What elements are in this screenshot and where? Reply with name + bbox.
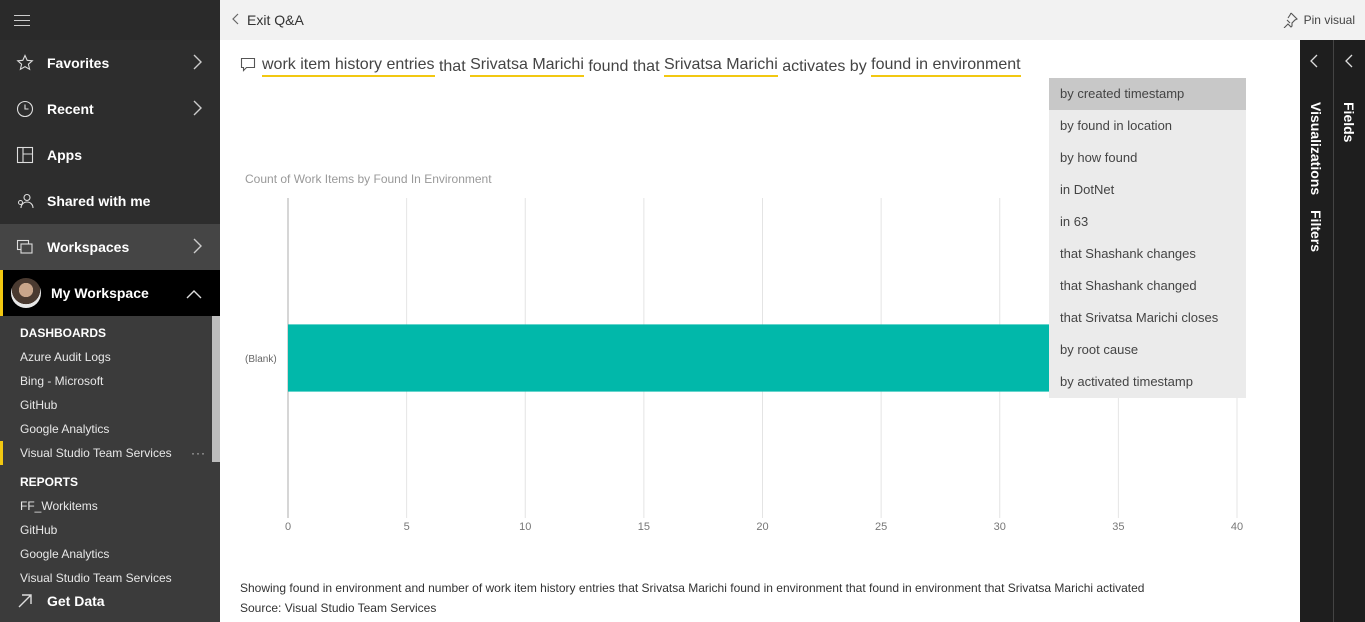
nav-workspaces[interactable]: Workspaces (0, 224, 220, 270)
star-icon (15, 53, 35, 73)
question-term[interactable]: work item history entries (262, 56, 435, 77)
answer-source: Source: Visual Studio Team Services (240, 601, 437, 615)
nav-favorites[interactable]: Favorites (0, 40, 220, 86)
x-tick-label: 20 (756, 521, 768, 533)
question-text: activates by (777, 57, 872, 75)
pin-visual-label: Pin visual (1303, 13, 1355, 27)
reports-header: REPORTS (20, 475, 79, 489)
suggestion-item[interactable]: by activated timestamp (1060, 374, 1193, 389)
question-term[interactable]: Srivatsa Marichi (663, 56, 778, 77)
question-term[interactable]: Srivatsa Marichi (470, 56, 584, 77)
chevron-right-icon[interactable] (192, 100, 202, 119)
x-tick-label: 15 (638, 521, 650, 533)
suggestion-item[interactable]: by how found (1060, 150, 1138, 165)
get-data-label: Get Data (47, 593, 105, 609)
top-bar: Exit Q&A Pin visual (220, 0, 1365, 40)
pin-icon (1283, 12, 1298, 28)
nav-recent-label: Recent (47, 101, 94, 117)
y-category-label: (Blank) (245, 354, 277, 365)
x-tick-label: 30 (994, 521, 1006, 533)
question-text: that (434, 57, 471, 75)
more-options-icon[interactable]: ··· (191, 446, 206, 460)
dashboard-item[interactable]: Azure Audit Logs (20, 350, 111, 364)
chart-title: Count of Work Items by Found In Environm… (245, 172, 492, 186)
sidebar-scrollbar[interactable] (212, 316, 220, 462)
visualizations-pane[interactable]: Visualizations Filters (1300, 40, 1333, 622)
arrow-up-right-icon (15, 591, 35, 611)
chevron-left-icon (232, 12, 239, 28)
sidebar: Favorites Recent Apps Shared with me Wor… (0, 0, 220, 622)
nav-recent[interactable]: Recent (0, 86, 220, 132)
nav-shared-label: Shared with me (47, 193, 151, 209)
x-tick-label: 40 (1231, 521, 1243, 533)
dashboard-item-label: Visual Studio Team Services (20, 446, 172, 460)
x-tick-label: 35 (1112, 521, 1124, 533)
report-item[interactable]: Visual Studio Team Services (20, 571, 172, 585)
fields-label[interactable]: Fields (1341, 102, 1357, 143)
pin-visual-button[interactable]: Pin visual (1282, 12, 1355, 28)
suggestion-item[interactable]: in DotNet (1060, 182, 1115, 197)
dashboard-item[interactable]: Bing - Microsoft (20, 374, 104, 388)
filters-label[interactable]: Filters (1308, 210, 1324, 253)
x-tick-label: 0 (285, 521, 291, 533)
suggestion-item[interactable]: by root cause (1060, 342, 1139, 357)
exit-qa-button[interactable]: Exit Q&A (232, 12, 304, 28)
chevron-up-icon[interactable] (186, 286, 202, 302)
dashboard-item-active[interactable]: Visual Studio Team Services ··· (0, 441, 220, 465)
workspaces-icon (15, 237, 35, 257)
nav-workspaces-label: Workspaces (47, 239, 130, 255)
chevron-right-icon[interactable] (192, 238, 202, 257)
avatar (11, 278, 41, 308)
suggestions-dropdown: by created timestamp by found in locatio… (1049, 78, 1246, 398)
nav-get-data[interactable]: Get Data (0, 580, 220, 622)
bar (288, 324, 1071, 392)
dashboard-item[interactable]: Google Analytics (20, 422, 110, 436)
question-term[interactable]: found in environment (871, 56, 1021, 77)
chevron-left-icon[interactable] (1344, 54, 1354, 73)
suggestion-item[interactable]: that Srivatsa Marichi closes (1060, 310, 1219, 325)
question-text: found that (583, 57, 664, 75)
suggestion-item[interactable]: by created timestamp (1049, 78, 1246, 110)
suggestion-item[interactable]: by found in location (1060, 118, 1173, 133)
report-item[interactable]: FF_Workitems (20, 499, 98, 513)
workspace-content: DASHBOARDS Azure Audit Logs Bing - Micro… (0, 316, 220, 590)
nav-apps-label: Apps (47, 147, 82, 163)
dashboard-item[interactable]: GitHub (20, 398, 58, 412)
chevron-right-icon[interactable] (192, 54, 202, 73)
speech-bubble-icon (240, 56, 256, 77)
clock-icon (15, 99, 35, 119)
nav-shared-with-me[interactable]: Shared with me (0, 178, 220, 224)
visualizations-label[interactable]: Visualizations (1308, 102, 1324, 196)
hamburger-menu-icon[interactable] (0, 0, 220, 40)
my-workspace-label: My Workspace (51, 285, 149, 301)
chevron-left-icon[interactable] (1309, 54, 1319, 73)
qa-question-input[interactable]: work item history entries that Srivatsa … (240, 56, 1021, 77)
report-item[interactable]: Google Analytics (20, 547, 110, 561)
answer-description: Showing found in environment and number … (240, 581, 1145, 595)
nav-favorites-label: Favorites (47, 55, 110, 71)
x-tick-label: 25 (875, 521, 887, 533)
shared-icon (15, 191, 35, 211)
nav-apps[interactable]: Apps (0, 132, 220, 178)
dashboards-header: DASHBOARDS (20, 326, 107, 340)
suggestion-item[interactable]: that Shashank changes (1060, 246, 1196, 261)
suggestion-item[interactable]: in 63 (1060, 214, 1089, 229)
x-tick-label: 10 (519, 521, 531, 533)
nav-my-workspace[interactable]: My Workspace (0, 270, 220, 316)
bar-chart: 0 5 10 15 20 25 30 35 40 (Blank) (245, 198, 1243, 533)
apps-icon (15, 145, 35, 165)
suggestion-item[interactable]: that Shashank changed (1060, 278, 1197, 293)
fields-pane[interactable]: Fields (1333, 40, 1365, 622)
report-item[interactable]: GitHub (20, 523, 58, 537)
x-tick-label: 5 (404, 521, 410, 533)
exit-qa-label: Exit Q&A (247, 12, 304, 28)
